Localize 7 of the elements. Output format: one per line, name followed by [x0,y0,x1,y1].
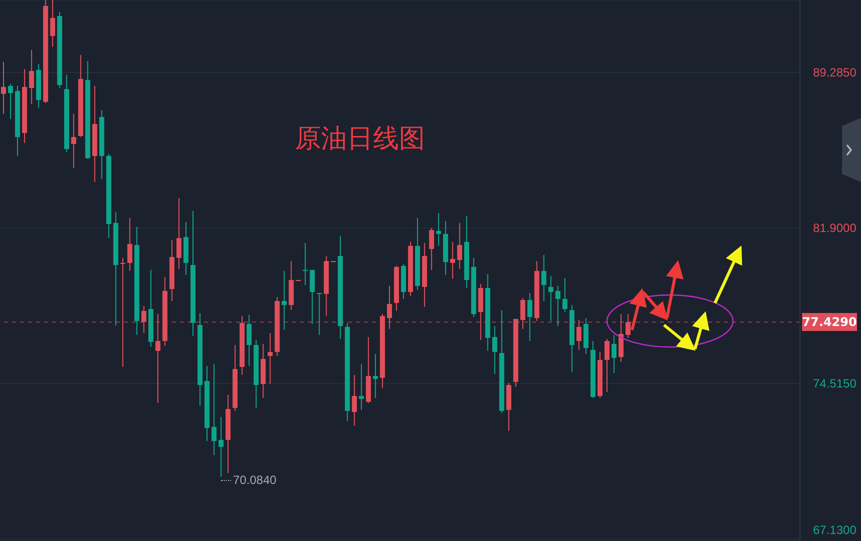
annotation: 70.0840 [233,472,276,487]
y-tick-label: 74.5150 [813,376,857,390]
y-tick-label: 81.9000 [813,220,857,235]
ref-line-label: 77.4290 [802,313,857,332]
text: 原油日线图 [295,123,425,156]
y-tick-label: 67.1300 [813,523,857,537]
y-tick-label: 89.2850 [813,66,857,80]
